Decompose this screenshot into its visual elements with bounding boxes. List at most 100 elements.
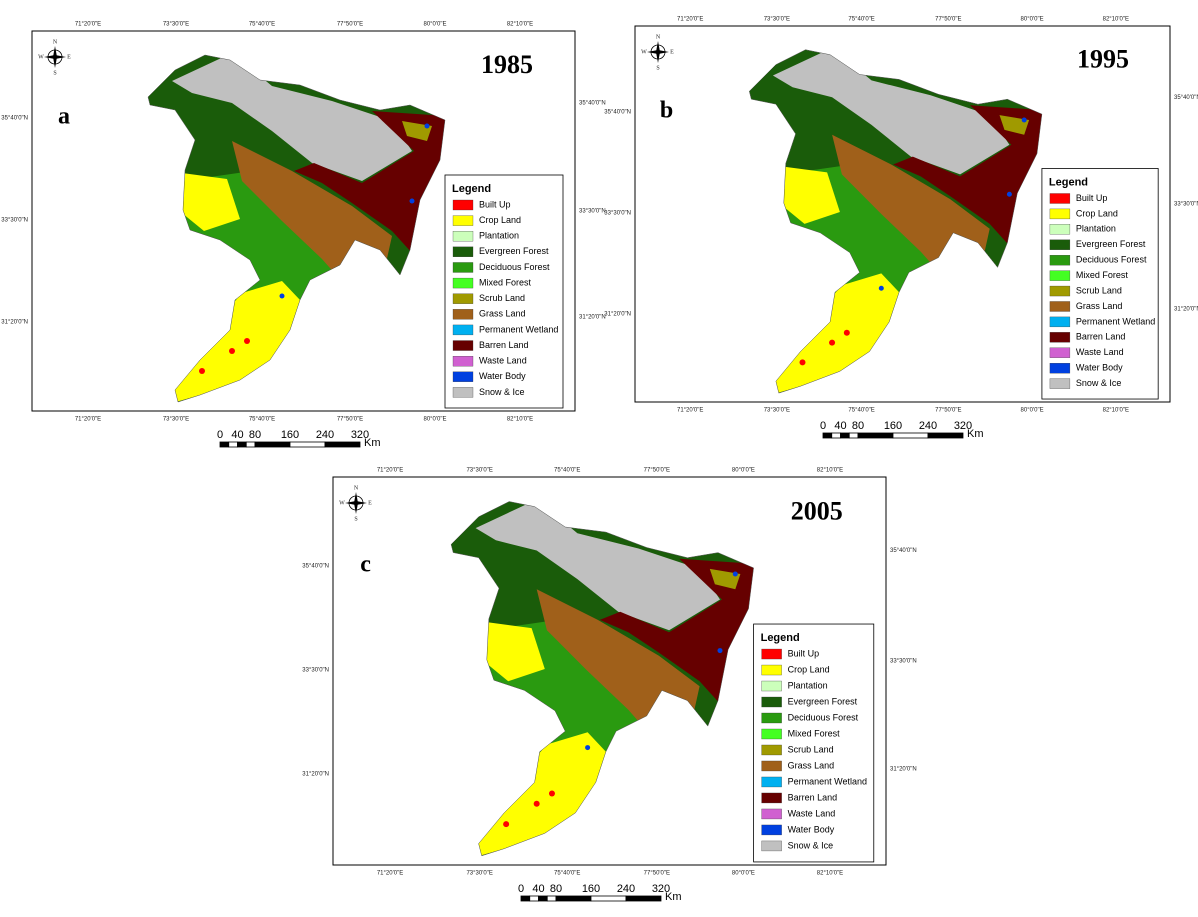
built-up-patch (548, 790, 555, 797)
water-body (409, 198, 415, 204)
legend-swatch (761, 744, 782, 756)
legend-label: Water Body (788, 824, 835, 834)
legend-label: Plantation (788, 680, 828, 690)
longitude-label: 71°20'0"E (377, 871, 403, 877)
latitude-label: 35°40'0"N (302, 563, 329, 569)
legend-swatch (761, 776, 782, 788)
legend-swatch (761, 648, 782, 660)
legend-swatch (761, 696, 782, 708)
legend-label: Deciduous Forest (788, 712, 859, 722)
legend-label: Snow & Ice (479, 387, 525, 397)
scale-label: 80 (249, 429, 261, 441)
land-cover-area (475, 501, 720, 631)
latitude-label: 35°40'0"N (890, 548, 917, 554)
latitude-label: 35°40'0"N (604, 110, 631, 116)
scale-unit: Km (967, 428, 984, 440)
longitude-label: 75°40'0"E (848, 17, 874, 23)
scale-segment (590, 895, 627, 902)
longitude-label: 80°0'0"E (1021, 408, 1044, 414)
scale-segment (555, 895, 592, 902)
latitude-label: 31°20'0"N (604, 312, 631, 318)
legend-label: Grass Land (479, 309, 526, 319)
latitude-label: 33°30'0"N (604, 211, 631, 217)
year-label: 2005 (791, 497, 843, 526)
latitude-label: 31°20'0"N (579, 315, 606, 321)
region-outline (749, 49, 1043, 394)
built-up-patch (199, 368, 205, 374)
legend-label: Barren Land (479, 340, 529, 350)
water-body (1021, 117, 1027, 123)
legend-label: Plantation (479, 231, 519, 241)
legend-label: Grass Land (788, 760, 835, 770)
scale-segment (892, 432, 929, 439)
longitude-label: 73°30'0"E (764, 408, 790, 414)
legend-swatch (761, 680, 782, 692)
latitude-label: 33°30'0"N (1174, 202, 1198, 208)
latitude-label: 35°40'0"N (579, 101, 606, 107)
scale-label: 240 (617, 883, 635, 895)
legend-label: Permanent Wetland (479, 324, 558, 334)
legend-label: Scrub Land (1076, 285, 1122, 295)
panel-letter: b (660, 98, 673, 124)
legend-label: Crop Land (1076, 208, 1118, 218)
longitude-label: 75°40'0"E (848, 408, 874, 414)
longitude-label: 73°30'0"E (764, 17, 790, 23)
scale-segment (822, 432, 833, 439)
longitude-label: 73°30'0"E (163, 22, 189, 28)
legend-box (444, 174, 564, 409)
legend-label: Waste Land (479, 356, 527, 366)
longitude-label: 77°50'0"E (935, 408, 961, 414)
legend-label: Deciduous Forest (1076, 255, 1147, 265)
legend-label: Built Up (1076, 193, 1108, 203)
legend-swatch (1049, 332, 1071, 343)
water-body (424, 123, 430, 129)
compass-letter: W (339, 500, 345, 506)
legend-label: Waste Land (1076, 347, 1124, 357)
longitude-label: 71°20'0"E (75, 417, 101, 423)
legend-label: Deciduous Forest (479, 262, 550, 272)
legend-swatch (761, 808, 782, 820)
legend-swatch (452, 387, 474, 398)
compass-letter: E (670, 49, 674, 55)
longitude-label: 77°50'0"E (935, 17, 961, 23)
longitude-label: 82°10'0"E (1103, 17, 1129, 23)
legend-swatch (761, 728, 782, 740)
water-body (279, 293, 285, 299)
built-up-patch (533, 800, 540, 807)
land-cover-area (782, 166, 840, 224)
legend-swatch (452, 309, 474, 320)
compass-letter: S (53, 70, 56, 76)
land-cover-area (709, 568, 741, 590)
scale-label: 40 (834, 420, 846, 432)
legend-label: Evergreen Forest (479, 246, 549, 256)
legend-swatch (761, 664, 782, 676)
water-body (585, 745, 591, 751)
scale-label: 80 (550, 883, 562, 895)
land-cover-area (162, 281, 300, 402)
longitude-label: 77°50'0"E (644, 468, 670, 474)
scale-label: 80 (852, 420, 864, 432)
region-outline (147, 54, 446, 403)
legend-swatch (452, 199, 474, 211)
legend-label: Snow & Ice (1076, 378, 1122, 388)
legend-swatch (761, 840, 782, 852)
scale-label: 0 (217, 429, 223, 441)
longitude-label: 75°40'0"E (554, 871, 580, 877)
land-cover-area (485, 622, 545, 682)
legend-box (753, 623, 875, 863)
year-label: 1995 (1077, 45, 1129, 74)
scale-label: 320 (954, 420, 972, 432)
longitude-label: 71°20'0"E (677, 17, 703, 23)
land-cover-area (182, 173, 240, 231)
longitude-label: 82°10'0"E (817, 871, 843, 877)
longitude-label: 73°30'0"E (163, 417, 189, 423)
land-cover-area (294, 111, 445, 253)
latitude-label: 35°40'0"N (1, 116, 28, 122)
legend-label: Crop Land (788, 664, 830, 674)
longitude-label: 77°50'0"E (337, 22, 363, 28)
legend-label: Scrub Land (479, 293, 525, 303)
scale-segment (237, 441, 247, 448)
compass-needle (345, 501, 367, 505)
legend-swatch (452, 262, 474, 273)
latitude-label: 33°30'0"N (890, 658, 917, 664)
